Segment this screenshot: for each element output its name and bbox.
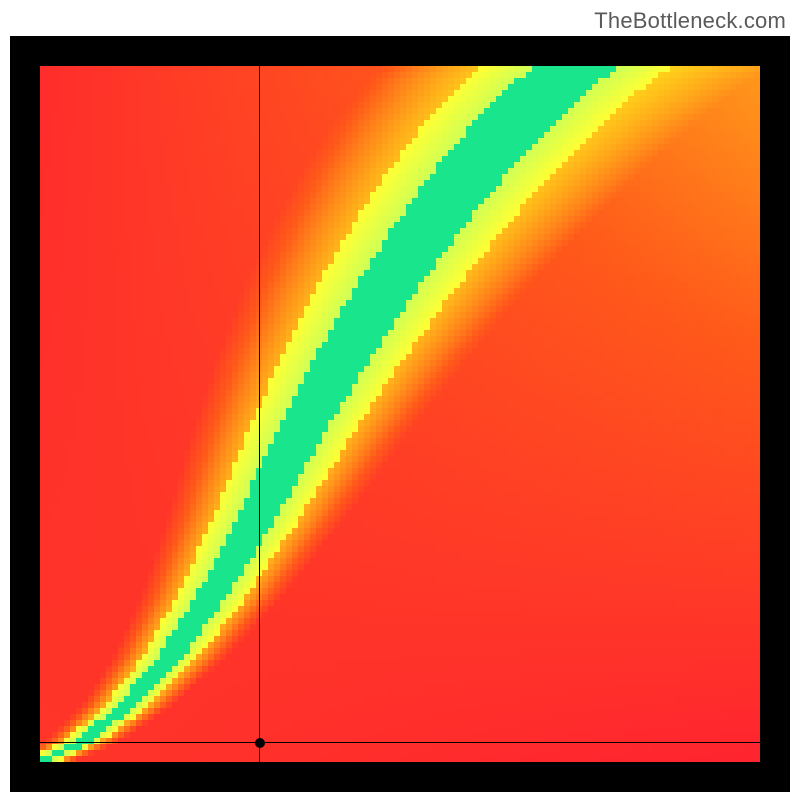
figure-container: TheBottleneck.com: [0, 0, 800, 800]
heatmap-canvas: [40, 66, 760, 762]
watermark-text: TheBottleneck.com: [594, 8, 786, 34]
crosshair-vertical: [259, 66, 260, 762]
crosshair-horizontal: [40, 742, 760, 743]
crosshair-marker-dot: [255, 738, 265, 748]
plot-inner-area: [40, 66, 760, 762]
